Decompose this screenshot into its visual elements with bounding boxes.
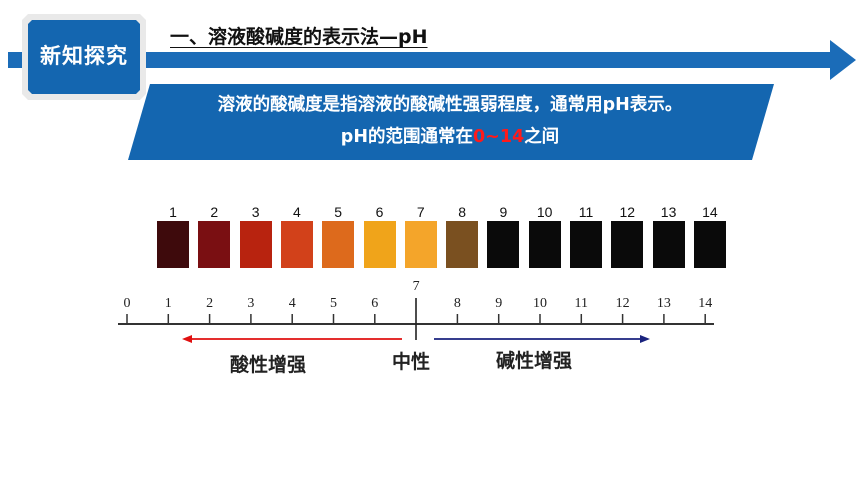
scale-ticks [126,314,706,324]
scale-tick-label: 4 [288,296,296,311]
swatch-number: 10 [536,204,553,220]
swatch-number: 6 [375,204,384,220]
scale-tick-label: 13 [656,296,671,311]
scale-tick-label: 3 [247,296,255,311]
ph-swatch [404,221,437,268]
definition-line-1: 溶液的酸碱度是指溶液的酸碱性强弱程度，通常用pH表示。 [217,95,683,115]
swatch-number: 14 [702,204,718,220]
section-badge [22,14,146,100]
swatch-number: 12 [619,204,636,220]
swatch-number: 13 [660,204,677,220]
swatch-number: 7 [416,204,425,220]
scale-tick-label: 2 [206,296,214,311]
swatch-number: 11 [578,204,594,220]
neutral-label: 中性 [392,351,431,373]
scale-tick-label: 11 [574,296,589,311]
scale-tick-label: 9 [495,296,503,311]
definition-text: 溶液的酸碱度是指溶液的酸碱性强弱程度，通常用pH表示。 pH的范围通常在0~14… [150,89,750,153]
ph-swatch [198,221,231,268]
acid-label: 酸性增强 [230,354,307,376]
ph-swatch [239,221,272,268]
swatch-number: 4 [292,204,301,220]
ph-swatch [611,221,644,268]
ph-swatch [446,221,479,268]
swatch-number: 3 [251,204,260,220]
swatch-number: 1 [169,204,177,220]
ph-swatch [693,221,726,268]
scale-tick-label: 5 [330,296,337,311]
ph-swatch [322,221,355,268]
badge-label: 新知探究 [40,44,128,68]
scale-tick-label: 12 [615,296,630,311]
swatch-number: 8 [458,204,466,220]
scale-tick-label: 0 [123,296,131,311]
ph-swatch [487,221,520,268]
page-title: 一、溶液酸碱度的表示法—pH [170,26,428,48]
swatch-number: 2 [210,204,219,220]
ph-swatch [652,221,685,268]
ph-swatch [528,221,561,268]
definition-banner [128,84,774,160]
ph-swatch [570,221,602,268]
swatch-number: 5 [334,204,343,220]
scale-tick-label: 8 [453,296,461,311]
scale-tick-label: 14 [698,296,713,311]
base-label: 碱性增强 [496,350,573,372]
acid-arrow [182,335,402,343]
swatch-number: 9 [499,204,508,220]
ph-swatch [157,221,189,268]
scale-tick-label: 1 [164,296,172,311]
scale-tick-label: 10 [533,296,547,311]
base-arrow [434,335,650,343]
range-value: 0~14 [472,127,525,147]
ph-swatch [363,221,396,268]
ph-swatch [280,221,313,268]
range-prefix: pH的范围通常在 [340,127,473,147]
scale-tick-label: 6 [371,296,379,311]
definition-line-2: pH的范围通常在0~14之间 [150,121,750,153]
scale-tick-label: 7 [412,279,420,294]
range-suffix: 之间 [524,127,560,147]
